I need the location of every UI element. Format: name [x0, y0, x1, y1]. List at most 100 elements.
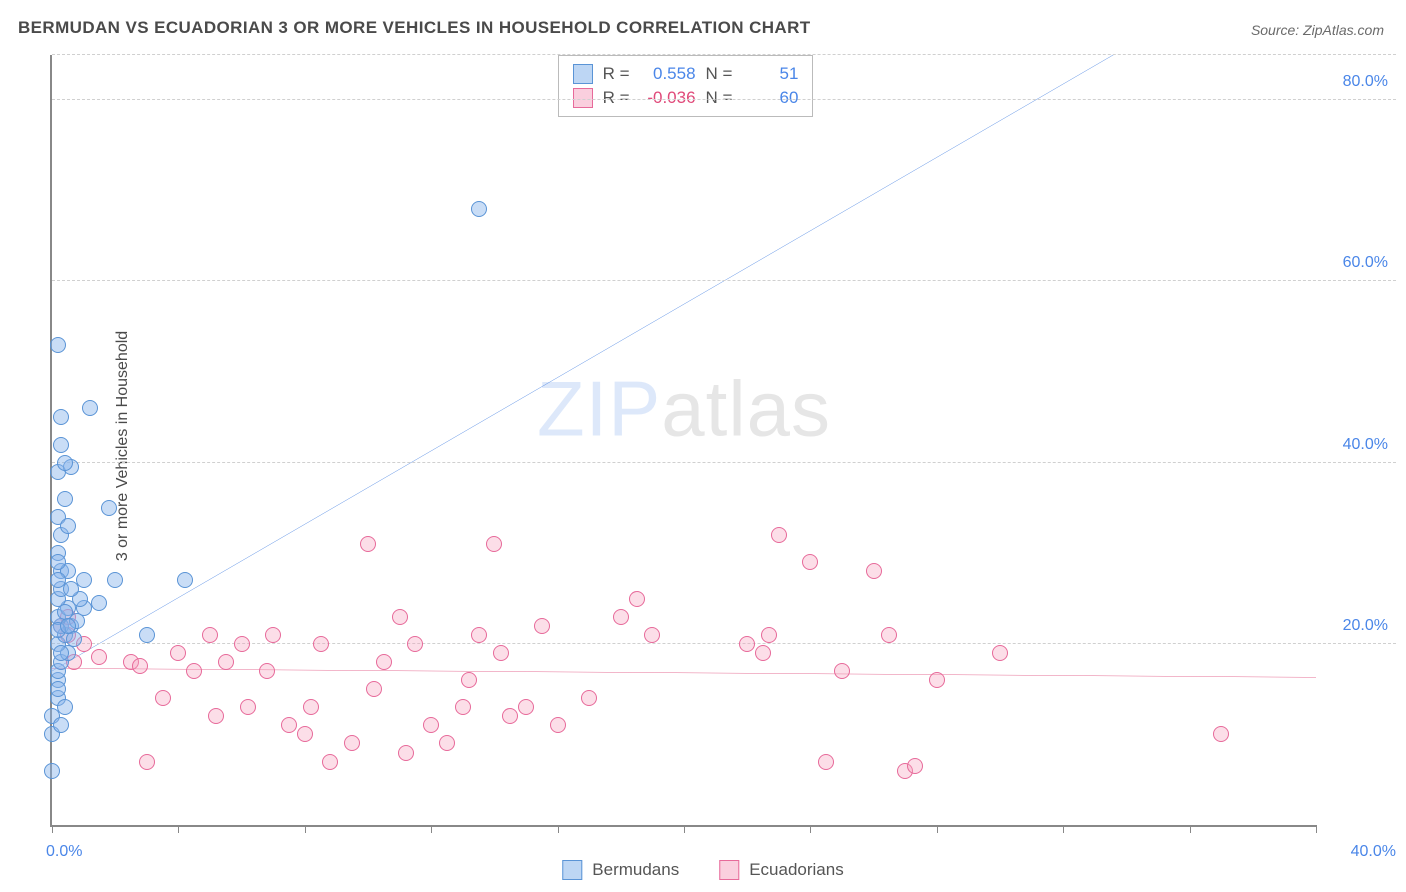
y-tick-label: 40.0% [1343, 436, 1388, 454]
data-point [202, 627, 218, 643]
data-point [486, 536, 502, 552]
plot-area: ZIPatlas R = 0.558 N = 51 R = -0.036 N =… [50, 55, 1316, 827]
r-value-bermudans: 0.558 [640, 64, 696, 84]
chart-title: BERMUDAN VS ECUADORIAN 3 OR MORE VEHICLE… [18, 18, 811, 38]
data-point [613, 609, 629, 625]
legend-row-ecuadorians: R = -0.036 N = 60 [573, 86, 799, 110]
legend-label-bermudans: Bermudans [592, 860, 679, 880]
data-point [629, 591, 645, 607]
data-point [107, 572, 123, 588]
watermark-rest: atlas [661, 365, 831, 453]
data-point [57, 699, 73, 715]
y-tick-label: 80.0% [1343, 73, 1388, 91]
data-point [303, 699, 319, 715]
data-point [44, 763, 60, 779]
data-point [186, 663, 202, 679]
data-point [439, 735, 455, 751]
data-point [265, 627, 281, 643]
data-point [50, 572, 66, 588]
data-point [139, 627, 155, 643]
legend-item-bermudans: Bermudans [562, 860, 679, 880]
n-label: N = [706, 64, 733, 84]
x-tick [178, 825, 179, 833]
swatch-bermudans [562, 860, 582, 880]
data-point [322, 754, 338, 770]
data-point [398, 745, 414, 761]
data-point [881, 627, 897, 643]
x-tick [431, 825, 432, 833]
x-tick [1190, 825, 1191, 833]
data-point [471, 201, 487, 217]
data-point [50, 554, 66, 570]
data-point [376, 654, 392, 670]
data-point [53, 717, 69, 733]
source-attribution: Source: ZipAtlas.com [1251, 22, 1384, 38]
data-point [259, 663, 275, 679]
x-axis-label-max: 40.0% [1351, 843, 1396, 861]
data-point [502, 708, 518, 724]
data-point [366, 681, 382, 697]
data-point [234, 636, 250, 652]
x-tick [558, 825, 559, 833]
data-point [471, 627, 487, 643]
data-point [360, 536, 376, 552]
y-tick-label: 20.0% [1343, 617, 1388, 635]
data-point [240, 699, 256, 715]
data-point [177, 572, 193, 588]
r-label: R = [603, 88, 630, 108]
data-point [60, 618, 76, 634]
data-point [518, 699, 534, 715]
data-point [313, 636, 329, 652]
data-point [53, 437, 69, 453]
legend-item-ecuadorians: Ecuadorians [719, 860, 844, 880]
data-point [60, 518, 76, 534]
data-point [91, 595, 107, 611]
data-point [407, 636, 423, 652]
data-point [155, 690, 171, 706]
swatch-ecuadorians [573, 88, 593, 108]
data-point [344, 735, 360, 751]
r-value-ecuadorians: -0.036 [640, 88, 696, 108]
data-point [739, 636, 755, 652]
data-point [550, 717, 566, 733]
x-tick [1063, 825, 1064, 833]
data-point [755, 645, 771, 661]
data-point [281, 717, 297, 733]
data-point [834, 663, 850, 679]
gridline-h [52, 99, 1396, 100]
series-legend: Bermudans Ecuadorians [562, 860, 843, 880]
data-point [455, 699, 471, 715]
data-point [218, 654, 234, 670]
data-point [82, 400, 98, 416]
data-point [101, 500, 117, 516]
watermark-bold: ZIP [537, 365, 661, 453]
x-tick [684, 825, 685, 833]
data-point [1213, 726, 1229, 742]
gridline-h [52, 462, 1396, 463]
data-point [461, 672, 477, 688]
data-point [91, 649, 107, 665]
data-point [50, 337, 66, 353]
swatch-ecuadorians [719, 860, 739, 880]
data-point [170, 645, 186, 661]
data-point [53, 409, 69, 425]
data-point [392, 609, 408, 625]
data-point [802, 554, 818, 570]
data-point [50, 681, 66, 697]
data-point [57, 455, 73, 471]
legend-label-ecuadorians: Ecuadorians [749, 860, 844, 880]
data-point [992, 645, 1008, 661]
data-point [493, 645, 509, 661]
data-point [907, 758, 923, 774]
gridline-h [52, 280, 1396, 281]
correlation-legend: R = 0.558 N = 51 R = -0.036 N = 60 [558, 55, 814, 117]
x-tick [305, 825, 306, 833]
data-point [818, 754, 834, 770]
data-point [53, 645, 69, 661]
data-point [929, 672, 945, 688]
data-point [57, 491, 73, 507]
x-tick [1316, 825, 1317, 833]
data-point [581, 690, 597, 706]
n-label: N = [706, 88, 733, 108]
data-point [771, 527, 787, 543]
